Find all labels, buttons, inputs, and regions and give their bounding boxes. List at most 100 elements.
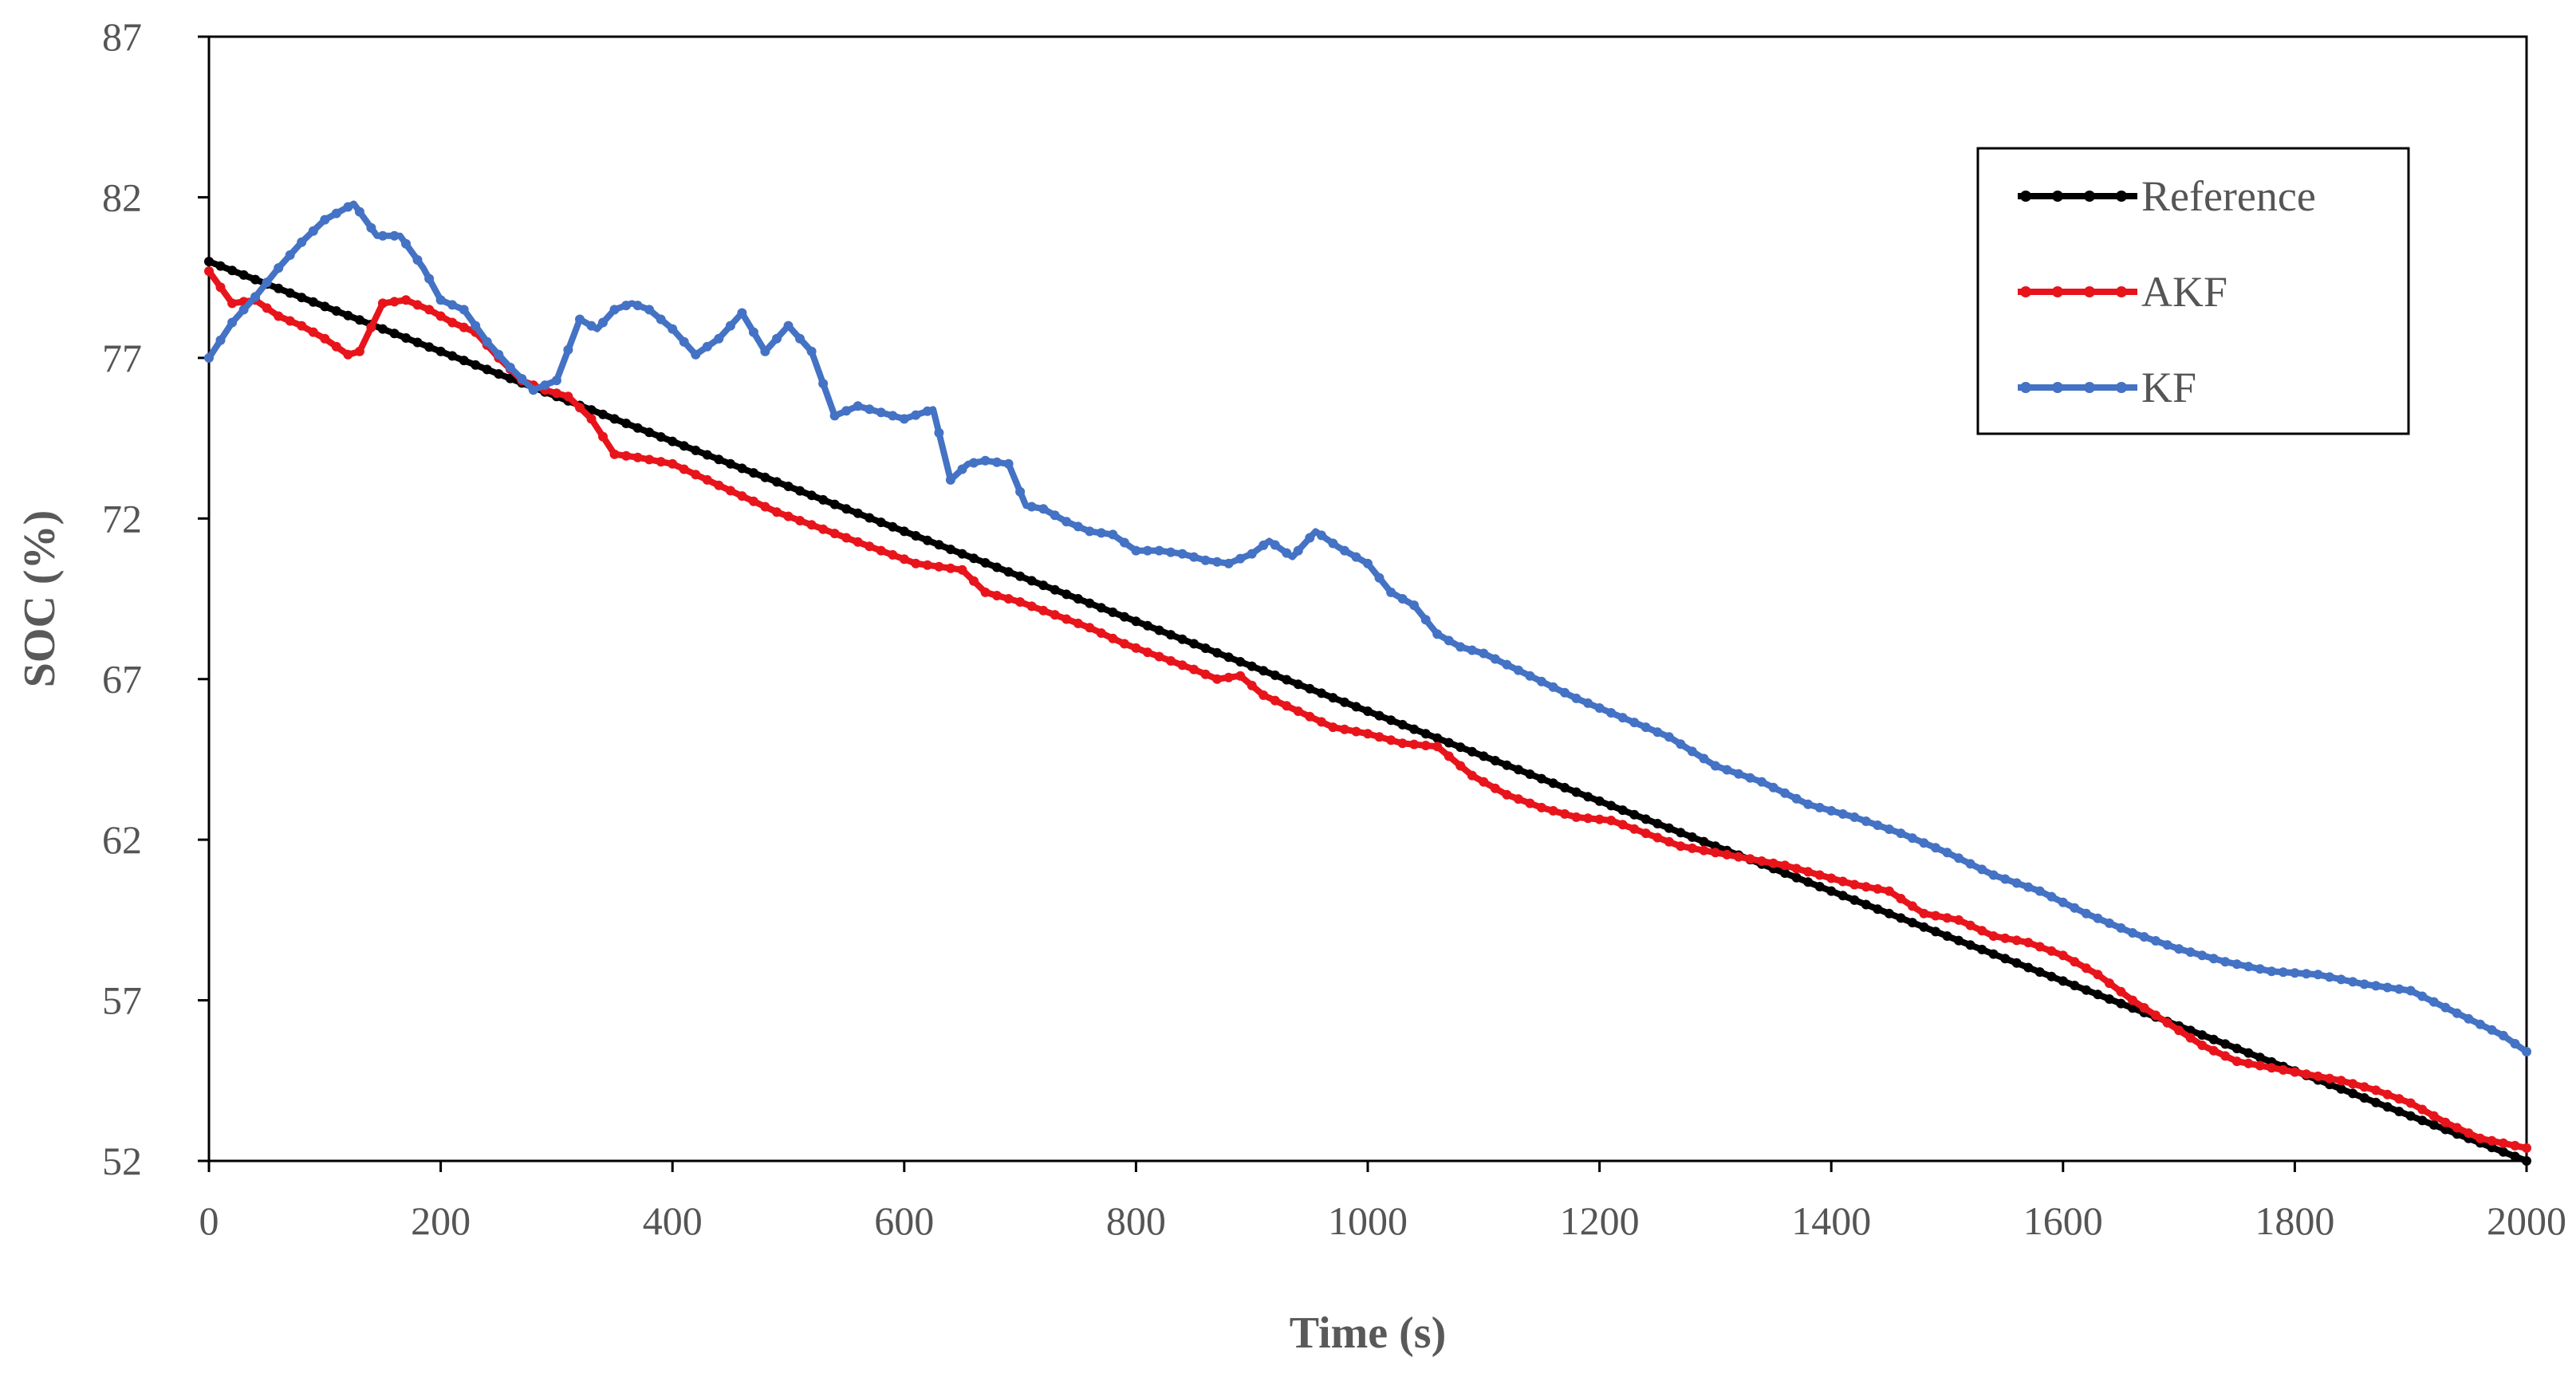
data-point-akf xyxy=(1142,647,1152,658)
data-point-akf xyxy=(1444,751,1454,761)
data-point-akf xyxy=(2255,1060,2265,1071)
data-point-reference xyxy=(1062,589,1072,600)
data-point-kf xyxy=(737,308,747,318)
data-point-kf xyxy=(1073,521,1083,532)
data-point-akf xyxy=(1594,814,1605,824)
data-point-kf xyxy=(1641,722,1651,733)
data-point-akf xyxy=(853,537,863,547)
data-point-akf xyxy=(1525,798,1535,808)
data-point-reference xyxy=(2104,994,2114,1004)
legend-marker xyxy=(2116,191,2127,202)
data-point-akf xyxy=(377,298,388,309)
data-point-reference xyxy=(1409,724,1420,734)
data-point-reference xyxy=(2394,1107,2405,1116)
data-point-kf xyxy=(969,458,979,468)
data-point-akf xyxy=(1942,913,1952,923)
data-point-kf xyxy=(2452,1008,2462,1018)
legend-marker xyxy=(2052,382,2063,393)
data-point-kf xyxy=(586,321,597,331)
data-point-reference xyxy=(2208,1034,2219,1045)
data-point-kf xyxy=(1363,558,1373,568)
data-point-reference xyxy=(737,463,747,474)
data-point-akf xyxy=(2371,1085,2381,1096)
data-point-akf xyxy=(1282,701,1292,711)
data-point-akf xyxy=(609,449,620,459)
data-point-akf xyxy=(1780,860,1790,871)
data-point-reference xyxy=(691,445,701,455)
data-point-reference xyxy=(1073,594,1083,604)
data-point-reference xyxy=(471,360,481,370)
data-point-reference xyxy=(1328,693,1338,703)
data-point-kf xyxy=(2487,1025,2497,1035)
data-point-kf xyxy=(865,404,875,415)
data-point-reference xyxy=(1200,643,1211,653)
data-point-reference xyxy=(2046,971,2057,982)
x-tick-label: 400 xyxy=(643,1198,703,1243)
data-point-kf xyxy=(505,362,515,372)
data-point-reference xyxy=(1954,935,1964,946)
data-point-reference xyxy=(980,557,991,568)
data-point-reference xyxy=(2522,1156,2531,1166)
legend: Reference AKF KF xyxy=(1976,147,2410,435)
data-point-akf xyxy=(2151,1010,2160,1021)
data-point-reference xyxy=(1664,823,1674,833)
data-point-kf xyxy=(401,238,411,249)
data-point-kf xyxy=(1606,708,1617,718)
data-point-reference xyxy=(621,419,632,428)
data-point-kf xyxy=(1432,629,1443,639)
data-point-akf xyxy=(2243,1058,2254,1068)
data-point-akf xyxy=(1212,674,1223,684)
data-point-kf xyxy=(1258,540,1269,550)
data-point-kf xyxy=(447,300,458,310)
data-point-akf xyxy=(2290,1067,2300,1077)
data-point-kf xyxy=(2139,932,2149,942)
data-point-kf xyxy=(2336,974,2346,985)
data-point-reference xyxy=(853,508,863,518)
data-point-reference xyxy=(238,269,249,280)
data-point-akf xyxy=(1339,724,1349,734)
data-point-akf xyxy=(2162,1017,2172,1028)
data-point-kf xyxy=(366,222,376,233)
legend-marker xyxy=(2116,382,2127,393)
data-point-kf xyxy=(1814,802,1825,812)
legend-marker xyxy=(2052,286,2063,297)
data-point-akf xyxy=(1026,601,1037,612)
data-point-akf xyxy=(1432,742,1443,752)
data-point-reference xyxy=(772,477,782,487)
data-point-akf xyxy=(2428,1111,2439,1121)
data-point-akf xyxy=(656,457,666,467)
data-point-akf xyxy=(2093,970,2103,980)
data-point-akf xyxy=(1189,664,1199,675)
data-point-reference xyxy=(1432,733,1443,743)
data-point-reference xyxy=(331,306,341,316)
data-point-reference xyxy=(377,324,388,334)
data-point-kf xyxy=(1293,545,1303,556)
data-point-reference xyxy=(957,549,967,559)
y-tick-label: 57 xyxy=(102,978,142,1023)
data-point-kf xyxy=(1420,615,1431,625)
data-point-reference xyxy=(1026,576,1037,586)
data-point-kf xyxy=(1617,713,1628,723)
data-point-akf xyxy=(331,341,341,352)
data-point-akf xyxy=(1154,651,1164,662)
data-point-reference xyxy=(806,490,817,501)
data-point-kf xyxy=(1455,642,1466,652)
data-point-kf xyxy=(494,349,504,360)
data-point-reference xyxy=(1676,828,1686,838)
data-point-kf xyxy=(1270,540,1280,550)
data-point-akf xyxy=(1687,843,1697,853)
data-point-akf xyxy=(1409,739,1420,749)
data-point-akf xyxy=(1490,783,1500,793)
data-point-kf xyxy=(1166,547,1176,557)
data-point-kf xyxy=(2197,950,2208,961)
data-point-kf xyxy=(1583,698,1593,708)
data-point-kf xyxy=(1954,853,1964,864)
data-point-reference xyxy=(1108,607,1118,617)
data-point-akf xyxy=(760,502,770,512)
data-point-reference xyxy=(725,458,735,469)
data-point-akf xyxy=(748,496,758,506)
data-point-reference xyxy=(1907,918,1917,928)
data-point-reference xyxy=(1420,729,1431,739)
data-point-kf xyxy=(760,346,770,356)
data-point-akf xyxy=(412,300,423,310)
